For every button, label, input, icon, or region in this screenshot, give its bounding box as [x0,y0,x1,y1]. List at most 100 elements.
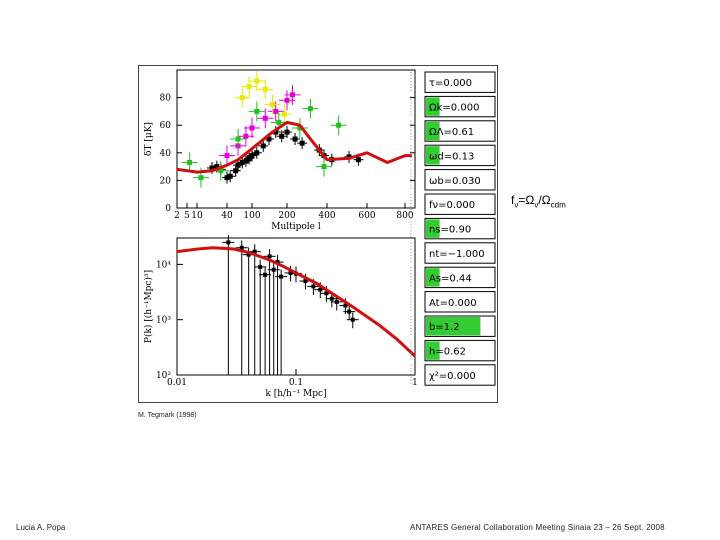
param-fill [426,341,440,360]
figure: 0 20 40 60 80 2 5 10 40 100 200 400 600 800 Multipole … [138,65,498,403]
param-fill [426,317,481,336]
cmb-point-magenta [290,92,296,98]
cmb-point-magenta [224,153,230,159]
pk-y-tick-label: 10⁴ [156,260,171,270]
param-label: ωd=0.13 [429,151,474,162]
pk-x-tick-label: 0.01 [167,378,187,388]
param-box [424,71,496,93]
cmb-point-black [224,175,230,181]
annotation-nu-sub: ν [514,200,519,210]
cmb-point-green [235,136,241,142]
cmb-y-tick-label: 20 [160,176,172,186]
pk-point [252,249,257,254]
pk-y-tick-label: 10³ [156,316,171,326]
pk-point [246,252,251,257]
annotation-slash: /Ω [538,193,551,207]
cmb-x-tick-label: 2 [174,211,180,221]
cmb-point-yellow [254,78,260,84]
footer-author: Lucia A. Popa [16,523,66,532]
pk-point [263,272,268,277]
cmb-point-green [254,108,260,114]
param-label: nt=−1.000 [429,249,485,260]
cmb-x-axis-label: Multipole l [271,222,321,232]
cmb-theory-curve [176,120,412,174]
cmb-x-tick-label: 100 [243,211,260,221]
cmb-y-tick-label: 40 [160,149,172,159]
param-box [424,95,496,118]
cmb-x-tick-label: 800 [396,211,413,221]
param-box [424,266,496,289]
cmb-point-black [254,150,260,156]
pk-x-axis-label: k [h/h⁻¹ Mpc] [265,389,326,399]
param-box [424,339,496,362]
cmb-point-black [246,155,252,161]
param-label: ns=0.90 [429,225,471,236]
cmb-point-magenta [249,125,255,131]
pk-point [350,317,355,322]
cmb-point-black [292,136,298,142]
param-label: h=0.62 [429,347,466,358]
pk-point [311,284,316,289]
cmb-point-black [273,129,279,135]
cmb-point-black [235,162,241,168]
pk-point [303,279,308,284]
annotation-eq: =Ω [518,193,535,207]
cmb-point-black [243,158,249,164]
annotation-f: f [511,193,515,207]
cmb-point-magenta [284,97,290,103]
param-box [424,291,496,313]
param-box [424,217,496,240]
cmb-point-magenta [273,108,279,114]
cmb-point-green [321,164,327,170]
param-box [424,364,496,386]
cmb-point-black [266,136,272,142]
cmb-point-black [284,129,290,135]
cmb-point-black [355,157,361,163]
cmb-x-tick-label: 200 [278,211,295,221]
pk-point [329,296,334,301]
pk-point [258,264,263,269]
pk-y-tick-label: 10² [156,371,171,381]
param-box [424,193,496,215]
param-label: χ²=0.000 [429,371,476,382]
pk-x-tick-label: 0.1 [289,378,303,388]
cmb-point-black [260,143,266,149]
param-label: ΩΛ=0.61 [429,127,474,138]
param-label: τ=0.000 [429,78,472,89]
cmb-y-tick-label: 0 [165,204,171,214]
param-fill [426,121,440,141]
param-label: As=0.44 [429,273,472,284]
cmb-point-green [297,125,303,131]
pk-point [343,303,348,308]
param-label: b=1.2 [429,322,460,333]
cmb-point-black [214,164,220,170]
cmb-point-magenta [262,115,268,121]
cmb-point-black [299,140,305,146]
cmb-x-tick-label: 10 [191,211,203,221]
cmb-point-yellow [246,84,252,90]
figure-canvas: 0 20 40 60 80 2 5 10 40 100 200 400 600 800 Multipole … [143,69,496,399]
cmb-point-black [227,173,233,179]
cmb-x-tick-label: 400 [318,211,335,221]
cmb-y-tick-label: 80 [160,94,172,104]
param-box [424,144,496,167]
cmb-point-black [279,133,285,139]
pk-point [279,274,284,279]
param-fill [426,146,440,165]
cmb-point-black [209,165,215,171]
param-fill [426,97,440,116]
cmb-y-tick-label: 60 [160,121,172,131]
cmb-x-tick-label: 40 [221,211,233,221]
param-fill [426,268,440,287]
cmb-point-green [307,106,313,112]
pk-point [288,270,293,275]
param-label: fν=0.000 [429,200,475,211]
cmb-point-yellow [269,102,275,107]
annotation-nu-sub2: ν [534,200,539,210]
cmb-x-tick-label: 5 [184,211,190,221]
pk-plot-frame [176,237,416,376]
cmb-point-yellow [262,86,268,92]
cmb-y-axis-label: δT [μK] [144,122,154,156]
pk-point [226,240,231,245]
param-label: ωb=0.030 [429,176,481,187]
